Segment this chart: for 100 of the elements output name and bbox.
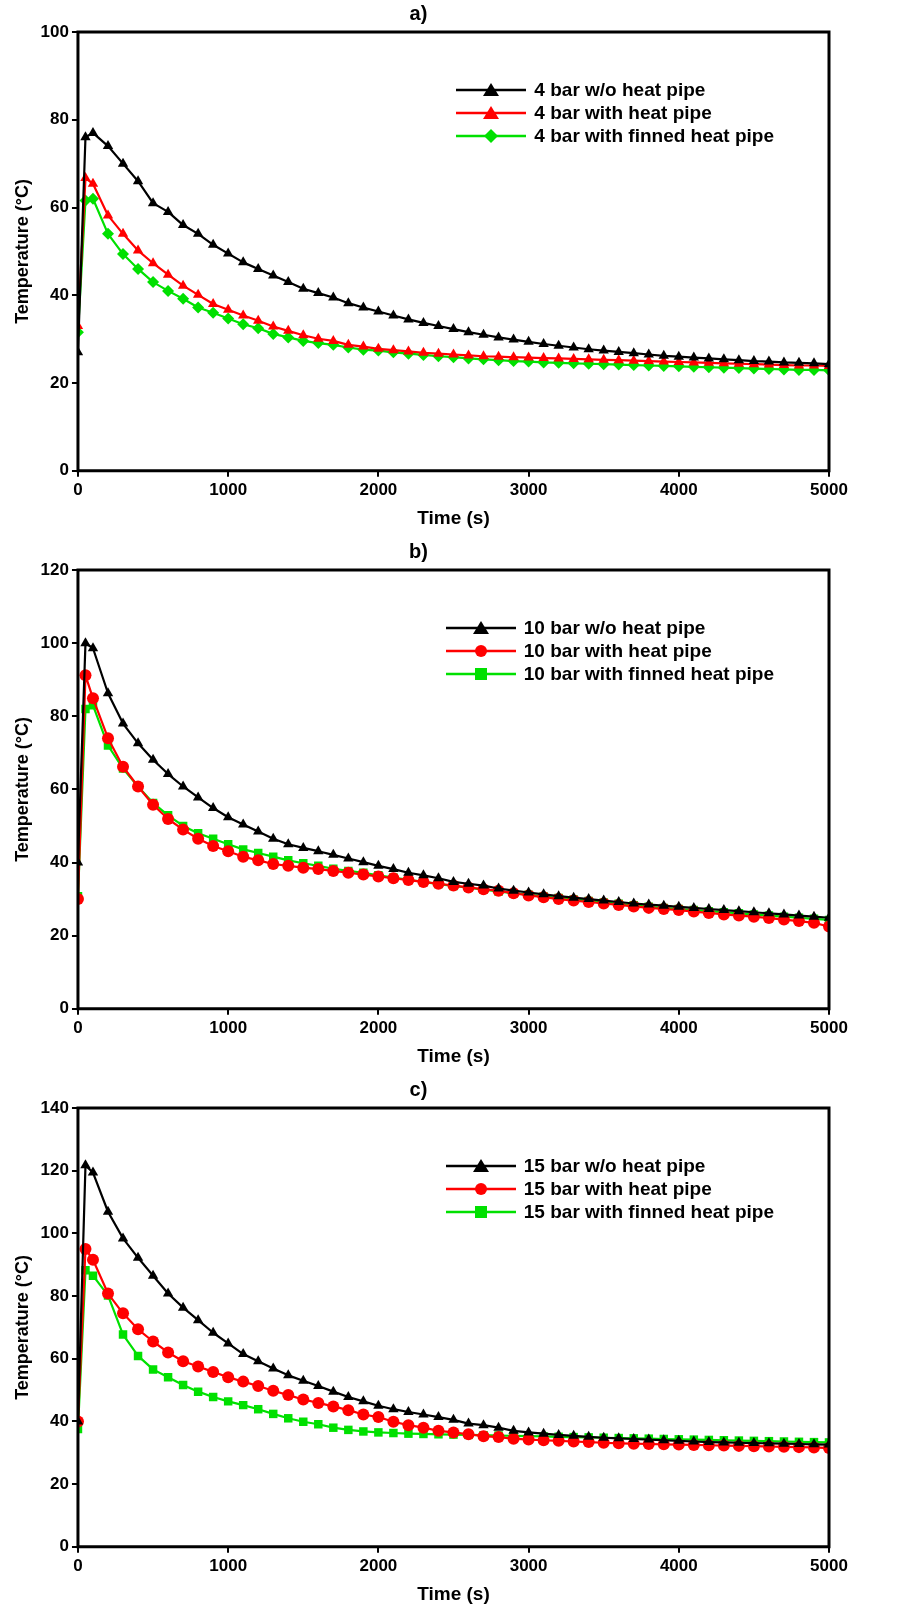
point bbox=[344, 1425, 353, 1435]
x-tick-label: 5000 bbox=[810, 1555, 848, 1575]
point bbox=[643, 898, 654, 908]
point bbox=[283, 838, 294, 848]
point bbox=[147, 276, 160, 289]
point bbox=[117, 157, 129, 167]
y-tick-label: 60 bbox=[50, 197, 69, 217]
point bbox=[372, 1411, 385, 1424]
y-tick-label: 0 bbox=[59, 460, 69, 480]
legend-label: 10 bar with finned heat pipe bbox=[523, 662, 774, 685]
point bbox=[357, 1408, 370, 1421]
point bbox=[132, 1323, 145, 1336]
point bbox=[118, 1330, 128, 1339]
point bbox=[132, 262, 145, 275]
y-tick-label: 60 bbox=[50, 1348, 69, 1368]
point bbox=[418, 316, 429, 326]
point bbox=[748, 906, 760, 916]
point bbox=[328, 1385, 339, 1395]
point bbox=[192, 227, 204, 237]
point bbox=[252, 1380, 265, 1393]
point bbox=[284, 1414, 293, 1423]
point bbox=[313, 287, 324, 297]
point bbox=[238, 818, 249, 828]
x-tick-label: 2000 bbox=[359, 1017, 398, 1037]
point bbox=[508, 333, 519, 343]
point bbox=[222, 247, 234, 257]
point bbox=[117, 227, 129, 237]
point bbox=[448, 1413, 459, 1423]
point bbox=[432, 1424, 445, 1437]
y-tick-label: 80 bbox=[50, 1285, 69, 1305]
point bbox=[253, 1355, 264, 1365]
point bbox=[598, 344, 609, 354]
point bbox=[223, 1397, 233, 1406]
point bbox=[297, 1393, 310, 1406]
point bbox=[298, 329, 309, 339]
point bbox=[222, 312, 235, 325]
x-tick-label: 0 bbox=[73, 1555, 83, 1575]
point bbox=[102, 1205, 114, 1215]
point bbox=[267, 1384, 280, 1397]
point bbox=[523, 886, 534, 896]
point bbox=[433, 1411, 444, 1421]
point bbox=[433, 872, 444, 882]
point bbox=[613, 345, 624, 355]
point bbox=[267, 858, 280, 870]
point bbox=[102, 732, 115, 745]
point bbox=[658, 349, 669, 359]
point bbox=[418, 1408, 429, 1418]
point bbox=[329, 1423, 338, 1432]
point bbox=[343, 338, 354, 348]
y-tick-label: 0 bbox=[59, 1536, 69, 1556]
point bbox=[87, 177, 99, 187]
y-tick-label: 100 bbox=[40, 21, 69, 41]
y-tick-label: 80 bbox=[50, 705, 69, 725]
y-tick-label: 40 bbox=[50, 852, 69, 872]
point bbox=[433, 320, 444, 329]
x-tick-label: 1000 bbox=[209, 479, 248, 499]
point bbox=[478, 328, 489, 338]
x-tick-label: 5000 bbox=[810, 1017, 848, 1037]
point bbox=[88, 1271, 98, 1280]
point bbox=[688, 901, 700, 911]
point bbox=[478, 350, 489, 360]
point bbox=[132, 737, 144, 747]
y-axis-title: Temperature (°C) bbox=[11, 178, 32, 324]
x-tick-label: 3000 bbox=[509, 1017, 548, 1037]
point bbox=[673, 350, 684, 360]
point bbox=[673, 900, 684, 910]
point bbox=[283, 324, 294, 334]
point bbox=[613, 354, 624, 364]
point bbox=[80, 131, 91, 141]
point bbox=[568, 891, 579, 901]
point bbox=[282, 1389, 295, 1402]
point bbox=[448, 875, 459, 885]
x-tick-label: 4000 bbox=[659, 479, 698, 499]
point bbox=[102, 140, 114, 150]
point bbox=[313, 332, 324, 342]
point bbox=[312, 1396, 325, 1409]
point bbox=[132, 175, 144, 185]
point bbox=[102, 687, 114, 697]
point bbox=[162, 284, 175, 297]
x-tick-label: 2000 bbox=[359, 479, 398, 499]
y-tick-label: 20 bbox=[50, 372, 69, 392]
point bbox=[162, 1287, 174, 1297]
y-tick-label: 0 bbox=[59, 998, 69, 1018]
y-axis-title: Temperature (°C) bbox=[11, 716, 32, 862]
point bbox=[447, 1426, 460, 1439]
point bbox=[373, 342, 384, 352]
point bbox=[538, 1427, 549, 1437]
point bbox=[553, 1428, 564, 1438]
point bbox=[718, 904, 730, 914]
point bbox=[177, 292, 190, 305]
y-tick-label: 60 bbox=[50, 779, 69, 799]
x-tick-label: 3000 bbox=[509, 479, 548, 499]
y-tick-label: 140 bbox=[40, 1097, 69, 1117]
point bbox=[147, 1335, 160, 1348]
point bbox=[268, 269, 279, 279]
point bbox=[583, 343, 594, 353]
point bbox=[358, 340, 369, 350]
point bbox=[297, 861, 310, 874]
chart-title: b) bbox=[409, 539, 428, 562]
y-tick-label: 40 bbox=[50, 284, 69, 304]
